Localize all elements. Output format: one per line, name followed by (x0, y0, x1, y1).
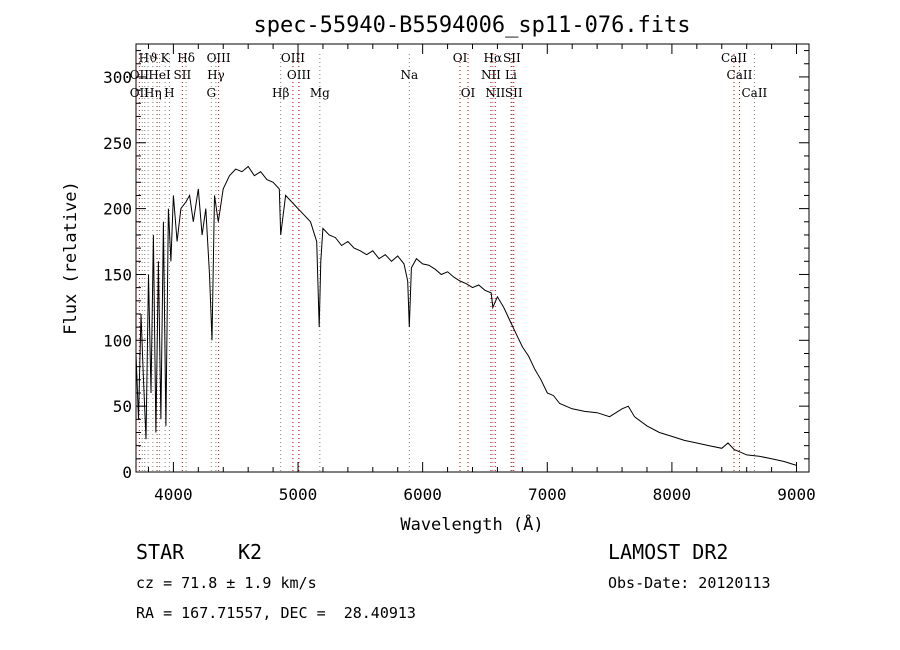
x-tick-label: 8000 (653, 485, 692, 504)
y-tick-label: 50 (113, 397, 132, 416)
line-annotation: H (164, 86, 174, 100)
line-annotation: NII (481, 68, 501, 82)
y-tick-label: 100 (103, 331, 132, 350)
line-annotation: Hη (144, 86, 162, 100)
line-annotation: CaII (721, 51, 747, 65)
line-annotation: SII (503, 51, 521, 65)
y-tick-label: 0 (122, 463, 132, 482)
object-class: STAR (136, 540, 185, 564)
y-tick-label: 150 (103, 265, 132, 284)
y-axis: 0 50 100 150 200 250 300 (103, 50, 809, 482)
line-annotation: OI (461, 86, 476, 100)
x-axis-label: Wavelength (Å) (400, 513, 543, 535)
x-tick-label: 7000 (528, 485, 567, 504)
line-annotation: G (206, 86, 216, 100)
x-tick-label: 9000 (777, 485, 816, 504)
x-tick-label: 4000 (154, 485, 193, 504)
line-annotation: OII (130, 68, 150, 82)
coordinates-text: RA = 167.71557, DEC = 28.40913 (136, 604, 416, 622)
object-subclass: K2 (238, 540, 263, 564)
spectrum-line (135, 165, 797, 466)
line-annotation: SII (174, 68, 192, 82)
line-annotation: SII (505, 86, 523, 100)
x-axis: 4000 5000 6000 7000 8000 9000 (147, 44, 816, 504)
line-annotation: NII (485, 86, 505, 100)
line-annotation: OI (453, 51, 468, 65)
line-annotation: OIII (287, 68, 311, 82)
line-annotation: Li (505, 68, 517, 82)
line-annotation: K (161, 51, 171, 65)
x-tick-label: 6000 (403, 485, 442, 504)
line-annotation: CaII (727, 68, 753, 82)
line-annotation: OIII (207, 51, 231, 65)
line-annotation: Hϑ (139, 51, 158, 65)
line-annotation: CaII (741, 86, 767, 100)
line-annotation: OII (130, 86, 150, 100)
obs-date-text: Obs-Date: 20120113 (608, 574, 771, 592)
survey-label: LAMOST DR2 (608, 540, 729, 564)
plot-frame (135, 43, 810, 473)
y-tick-label: 300 (103, 68, 132, 87)
line-annotation: OIII (281, 51, 305, 65)
y-tick-label: 200 (103, 200, 132, 219)
y-axis-label: Flux (relative) (61, 181, 81, 335)
line-annotation: Hγ (207, 68, 225, 82)
y-tick-label: 250 (103, 134, 132, 153)
line-annotation: Mg (310, 86, 330, 100)
line-annotation: Hα (484, 51, 503, 65)
emission-line-markers (138, 54, 755, 472)
chart-title: spec-55940-B5594006_sp11-076.fits (253, 13, 690, 38)
x-tick-label: 5000 (279, 485, 318, 504)
redshift-text: cz = 71.8 ± 1.9 km/s (136, 574, 317, 592)
line-annotation: Hδ (177, 51, 195, 65)
line-annotation: HeI (148, 68, 171, 82)
line-annotation: Hβ (272, 86, 289, 100)
line-annotation: Na (400, 68, 418, 82)
